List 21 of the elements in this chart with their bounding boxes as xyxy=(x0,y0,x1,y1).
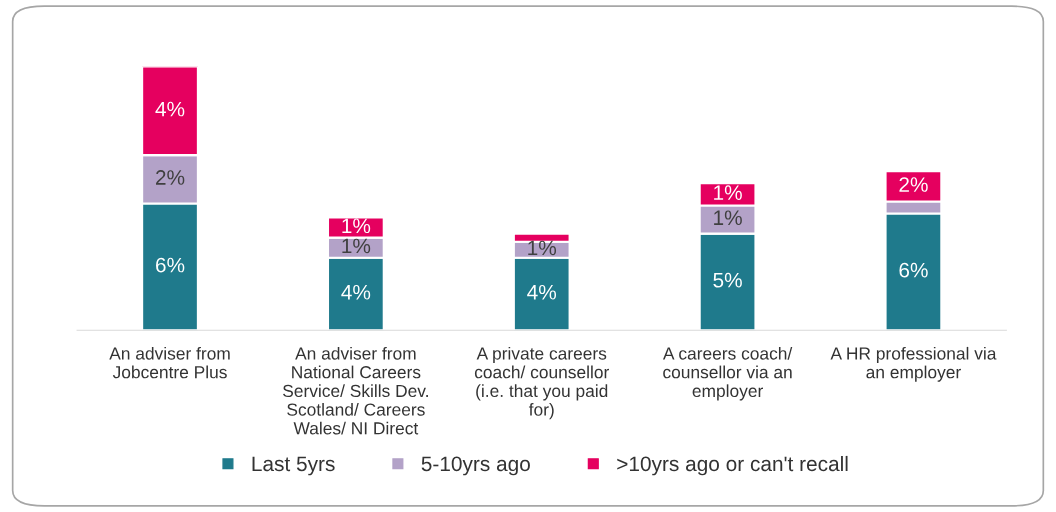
x-tick-label: A careers coach/ counsellor via an employer xyxy=(662,346,793,401)
x-tick-label: A private careers coach/ counsellor (i.e. that you paid for) xyxy=(474,346,609,420)
data-label: 2% xyxy=(156,170,185,185)
data-label: 4% xyxy=(341,284,371,300)
data-label: 1% xyxy=(528,240,557,256)
data-label: 1% xyxy=(342,238,371,254)
data-label: 2% xyxy=(899,177,928,192)
legend-label: >10yrs ago or can't recall xyxy=(617,455,848,476)
data-label: 1% xyxy=(714,185,742,200)
data-label: 4% xyxy=(527,284,557,300)
x-tick-label: An adviser from Jobcentre Plus xyxy=(109,346,230,379)
data-label: 5% xyxy=(713,272,742,288)
data-label: 1% xyxy=(714,210,742,226)
x-tick-label: A HR professional via an employer xyxy=(830,346,997,382)
legend-label: Last 5yrs xyxy=(252,456,335,476)
data-label: 6% xyxy=(156,257,185,273)
data-label: 6% xyxy=(899,262,928,278)
x-tick-label: An adviser from National Careers Service/ Skills Dev. Scotland/ Careers Wales/ NI Direct xyxy=(283,346,428,435)
data-label: 4% xyxy=(155,101,185,117)
legend-label: 5-10yrs ago xyxy=(421,456,530,476)
data-label: 1% xyxy=(342,218,371,234)
